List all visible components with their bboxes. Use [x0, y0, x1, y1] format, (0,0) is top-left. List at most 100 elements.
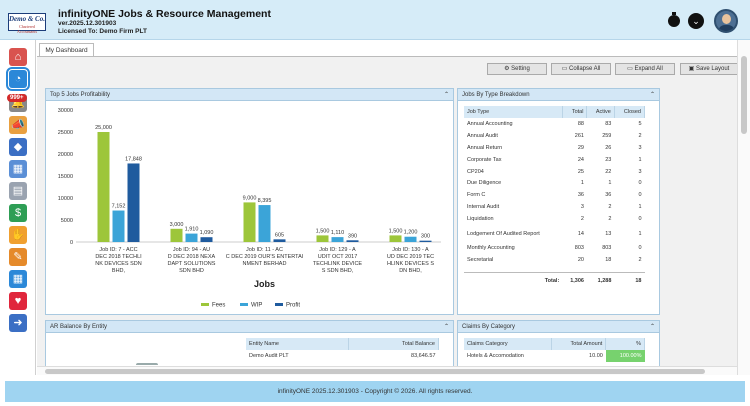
- x-tick-label: Job ID: 7 - ACC: [99, 247, 137, 253]
- column-header[interactable]: Closed: [614, 106, 646, 118]
- vertical-scrollbar[interactable]: [737, 40, 750, 375]
- legend-label[interactable]: Fees: [212, 303, 225, 309]
- bar-profit[interactable]: [273, 239, 286, 242]
- bar-value-label: 9,000: [243, 195, 257, 201]
- column-header[interactable]: Total Amount: [551, 338, 607, 350]
- column-header[interactable]: %: [605, 338, 645, 350]
- collapse-chevron-icon[interactable]: ⌃: [443, 92, 449, 98]
- x-tick-label: Job ID: 129 - A: [319, 247, 356, 253]
- stopwatch-icon[interactable]: [668, 12, 680, 27]
- table-cell: 36: [605, 192, 612, 199]
- bar-value-label: 3,000: [170, 222, 184, 228]
- table-cell: 2: [608, 204, 612, 211]
- column-header[interactable]: Entity Name: [246, 338, 350, 350]
- save-layout-button[interactable]: ▣ Save Layout: [680, 63, 738, 75]
- bar-value-label: 1,200: [404, 230, 418, 236]
- bar-fees[interactable]: [316, 235, 329, 242]
- collapse-all-button[interactable]: ▭ Collapse All: [551, 63, 611, 75]
- column-header[interactable]: Total: [562, 106, 588, 118]
- table-cell: Due Diligence: [467, 180, 502, 187]
- table-row[interactable]: Lodgement Of Audited Report 14 13 1: [464, 225, 645, 242]
- total-cell: Total:: [464, 272, 563, 289]
- panel-title: Top 5 Jobs Profitability: [50, 92, 111, 98]
- dashboard-icon[interactable]: ◔: [6, 67, 30, 91]
- table-cell: 803: [602, 244, 612, 251]
- bar-fees[interactable]: [170, 228, 183, 242]
- table-row[interactable]: CP204 25 22 3: [464, 166, 645, 178]
- megaphone-icon[interactable]: 📣: [9, 116, 27, 134]
- handshake-icon[interactable]: ✋: [9, 226, 27, 244]
- avatar[interactable]: [714, 9, 738, 33]
- bar-value-label: 605: [275, 232, 284, 238]
- table-cell: 3: [638, 144, 642, 151]
- bar-wip[interactable]: [331, 237, 344, 242]
- gear-icon: ⚙: [504, 66, 512, 72]
- table-row[interactable]: Liquidation 2 2 0: [464, 213, 645, 225]
- table-row[interactable]: Annual Accounting 88 83 5: [464, 118, 645, 130]
- table-row[interactable]: Form C 36 36 0: [464, 189, 645, 201]
- x-tick-label: TECHLINK DEVICE: [313, 261, 363, 267]
- bar-profit[interactable]: [346, 240, 359, 242]
- bar-value-label: 17,848: [125, 156, 142, 162]
- bar-fees[interactable]: [389, 235, 402, 242]
- bar-wip[interactable]: [404, 236, 417, 242]
- logout-icon[interactable]: ➜: [9, 314, 27, 332]
- collapse-chevron-icon[interactable]: ⌃: [649, 92, 655, 98]
- table-cell: 1: [638, 204, 642, 211]
- legend-label[interactable]: Profit: [286, 303, 300, 309]
- bar-profit[interactable]: [127, 163, 140, 242]
- x-tick-label: UDIT OCT 2017: [318, 254, 358, 260]
- table-row[interactable]: Demo Audit PLT 83,646.57: [246, 350, 439, 362]
- bar-wip[interactable]: [112, 210, 125, 242]
- table-row[interactable]: Corporate Tax 24 23 1: [464, 154, 645, 166]
- calendar-icon[interactable]: ▤: [9, 182, 27, 200]
- column-header[interactable]: Job Type: [464, 106, 563, 118]
- table-cell: Monthly Accounting: [467, 244, 515, 251]
- bar-profit[interactable]: [419, 240, 432, 242]
- horizontal-scrollbar[interactable]: [37, 366, 737, 375]
- column-header[interactable]: Claims Category: [464, 338, 553, 350]
- table-cell: 2: [638, 256, 642, 263]
- collapse-chevron-icon[interactable]: ⌃: [443, 324, 449, 330]
- table-row[interactable]: Monthly Accounting 803 803 0: [464, 242, 645, 254]
- tab-my-dashboard[interactable]: My Dashboard: [39, 43, 94, 57]
- bar-wip[interactable]: [258, 205, 271, 242]
- table-cell: CP204: [467, 168, 484, 175]
- table-row[interactable]: Hotels & Accomodation 10.00 100.00%: [464, 350, 645, 362]
- chevron-down-icon[interactable]: ⌄: [688, 13, 704, 29]
- table-row[interactable]: Annual Return 29 26 3: [464, 142, 645, 154]
- x-tick-label: UD DEC 2019 TEC: [387, 254, 434, 260]
- table-cell: 0: [638, 180, 642, 187]
- table-cell: 1: [638, 156, 642, 163]
- bar-profit[interactable]: [200, 237, 213, 242]
- column-header[interactable]: Active: [586, 106, 615, 118]
- profitability-chart: 0 5000 10000 15000 20000 25000 30000 25,000 7,15…: [58, 108, 441, 309]
- heart-icon[interactable]: ♥: [9, 292, 27, 310]
- y-tick-label: 10000: [58, 196, 73, 202]
- bar-wip[interactable]: [185, 233, 198, 242]
- table-row[interactable]: Due Diligence 1 1 0: [464, 177, 645, 189]
- expand-all-button[interactable]: ▭ Expand All: [615, 63, 675, 75]
- diamond-stack-icon[interactable]: ◆: [9, 138, 27, 156]
- column-header[interactable]: Total Balance: [348, 338, 439, 350]
- table-row[interactable]: Internal Audit 3 2 1: [464, 201, 645, 213]
- table-row[interactable]: Secretarial 20 18 2: [464, 254, 645, 266]
- total-cell: 1,288: [586, 272, 615, 289]
- grid-icon[interactable]: ▦: [9, 160, 27, 178]
- bar-fees[interactable]: [97, 132, 110, 242]
- collapse-chevron-icon[interactable]: ⌃: [649, 324, 655, 330]
- table-cell: Hotels & Accomodation: [467, 352, 524, 359]
- claims-panel: Claims By Category ⌃ Claims Category Total…: [457, 320, 660, 370]
- setting-button[interactable]: ⚙ Setting: [487, 63, 547, 75]
- table-cell: 14: [577, 230, 584, 237]
- table-cell: 29: [577, 144, 584, 151]
- calculator-icon[interactable]: ▦: [9, 270, 27, 288]
- bar-fees[interactable]: [243, 202, 256, 242]
- money-icon[interactable]: $: [9, 204, 27, 222]
- home-icon[interactable]: ⌂: [9, 48, 27, 66]
- table-row[interactable]: Annual Audit 261 259 2: [464, 130, 645, 142]
- legend-label[interactable]: WIP: [251, 303, 262, 309]
- panel-title: Claims By Category: [462, 324, 516, 330]
- bar-value-label: 8,395: [258, 198, 272, 204]
- clipboard-icon[interactable]: ✎: [9, 248, 27, 266]
